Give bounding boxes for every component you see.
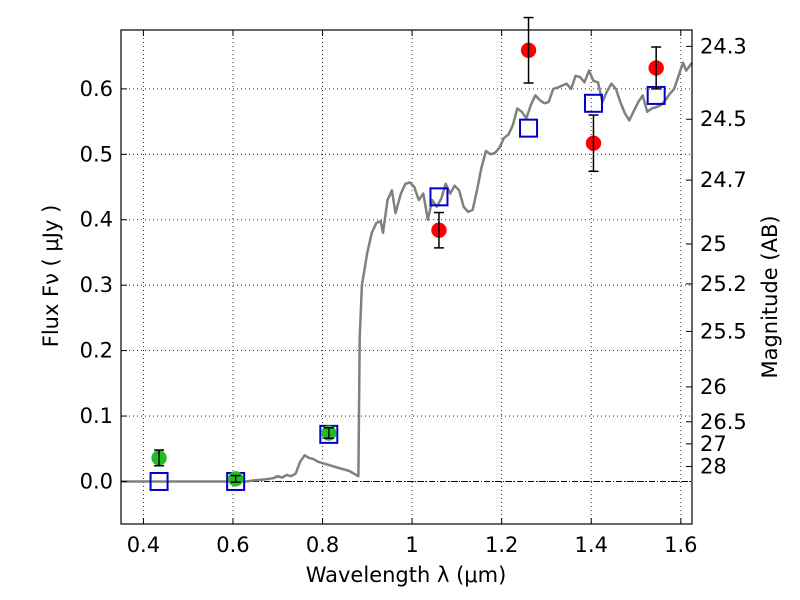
y-tick-label: 0.3	[80, 273, 113, 297]
mag-tick-label: 25.5	[700, 319, 747, 343]
spectrum-line	[121, 61, 694, 483]
x-tick-label: 0.8	[306, 533, 339, 557]
x-tick-label: 1	[405, 533, 418, 557]
right-axis-title: Magnitude (AB)	[758, 215, 782, 378]
y-tick-label: 0.6	[80, 77, 113, 101]
mag-tick-label: 26.5	[700, 410, 747, 434]
x-tick-label: 0.4	[127, 533, 160, 557]
model-photometry-point	[149, 471, 169, 491]
model-photometry-point	[519, 118, 539, 138]
mag-tick-label: 26	[700, 375, 727, 399]
mag-tick-label: 25.2	[700, 272, 747, 296]
y-tick-label: 0.2	[80, 339, 113, 363]
mag-tick-label: 24.7	[700, 168, 747, 192]
plot-frame	[120, 29, 693, 525]
y-tick-label: 0.4	[80, 208, 113, 232]
y-tick-label: 0.1	[80, 404, 113, 428]
y-tick-label: 0.0	[80, 469, 113, 493]
series-layer	[121, 16, 694, 491]
y-tick-label: 0.5	[80, 142, 113, 166]
mag-tick-label: 28	[700, 454, 727, 478]
tick-labels: 0.4 0.6 0.8 1 1.2 1.4 1.6 0.0 0.1 0.2 0.3 0.4 0.5 0.6…	[80, 34, 747, 557]
tick-marks	[121, 30, 692, 524]
mag-tick-label: 27	[700, 432, 727, 456]
y-axis-title: Flux Fν ( μJy )	[39, 205, 63, 348]
mag-tick-label: 24.5	[700, 107, 747, 131]
mag-tick-label: 24.3	[700, 34, 747, 58]
x-tick-label: 1.4	[575, 533, 608, 557]
mag-tick-label: 25	[700, 232, 727, 256]
x-axis-title: Wavelength λ (μm)	[306, 563, 507, 587]
model-photometry-point	[429, 187, 449, 207]
x-tick-label: 1.6	[664, 533, 697, 557]
x-tick-label: 1.2	[485, 533, 518, 557]
x-tick-label: 0.6	[216, 533, 249, 557]
model-photometry-point	[583, 93, 603, 113]
